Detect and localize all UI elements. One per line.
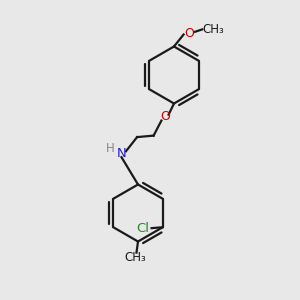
Text: H: H — [106, 142, 115, 155]
Text: O: O — [184, 26, 194, 40]
Text: CH₃: CH₃ — [124, 250, 146, 264]
Text: Cl: Cl — [137, 222, 150, 235]
Text: N: N — [117, 147, 126, 160]
Text: CH₃: CH₃ — [203, 23, 224, 36]
Text: O: O — [160, 110, 170, 124]
